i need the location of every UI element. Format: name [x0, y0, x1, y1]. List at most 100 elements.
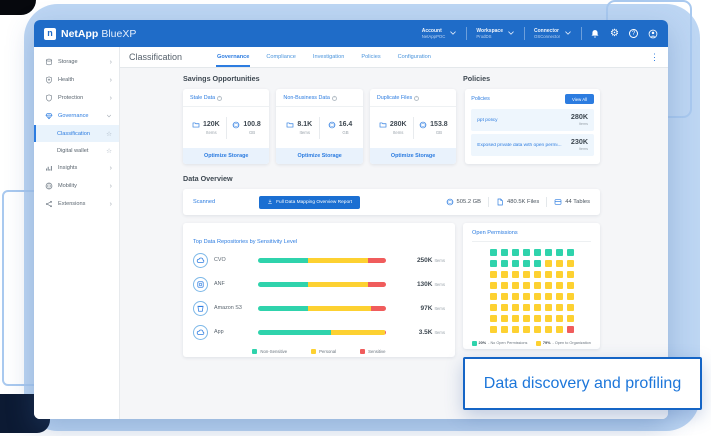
tab-compliance[interactable]: Compliance	[266, 54, 296, 60]
policies-heading: Policies	[463, 74, 491, 83]
tab-investigation[interactable]: Investigation	[312, 54, 345, 60]
optimize-storage-button[interactable]: Optimize Storage	[276, 148, 363, 164]
repo-total: 130K	[416, 280, 433, 288]
policy-row: ppt policy 280K Items	[471, 109, 595, 131]
legend-label: Non-Sensitive	[260, 349, 288, 354]
stat-divider	[488, 197, 490, 207]
chevron-right-icon: ›	[109, 164, 112, 172]
chevron-down-icon	[508, 31, 514, 36]
legend-label: Personal	[319, 349, 337, 354]
permissions-legend: 20% No Open Permissions 79% Open to Orga…	[472, 341, 591, 346]
caption-box: Data discovery and profiling	[463, 357, 702, 410]
chevron-right-icon: ›	[109, 182, 112, 190]
gear-icon[interactable]: ⚙	[610, 27, 619, 39]
card-title: Duplicate Files	[376, 95, 413, 101]
items-unit: Items	[299, 129, 311, 135]
globe-icon	[45, 182, 53, 190]
stat-divider	[225, 116, 227, 139]
cloud-icon	[193, 324, 208, 340]
items-count: 8.1K	[297, 121, 313, 128]
open-permissions-card: Open Permissions 20% No Open Permissions	[463, 223, 600, 349]
card-title: Non-Business Data	[283, 95, 330, 101]
tab-policies[interactable]: Policies	[361, 54, 381, 60]
legend-label: No Open Permissions	[488, 341, 527, 345]
size-unit: GB	[248, 129, 256, 135]
sphere-icon	[233, 121, 240, 128]
cloud-icon	[193, 252, 208, 268]
sidebar-item-digital-wallet[interactable]: Digital wallet ☆	[34, 142, 119, 159]
share-nodes-icon	[45, 200, 53, 208]
star-icon[interactable]: ☆	[106, 130, 112, 138]
folder-icon	[287, 122, 294, 127]
repositories-chart-title: Top Data Repositories by Sensitivity Lev…	[193, 239, 298, 245]
sensitivity-legend: Non-Sensitive Personal Sensitive	[193, 349, 445, 354]
policy-link[interactable]: Exposed private data with open permi...	[477, 142, 562, 148]
info-icon[interactable]: i	[414, 95, 420, 101]
header-divider	[466, 27, 468, 40]
repo-unit: Items	[434, 257, 445, 263]
repo-row-anf: ANF 130K Items	[193, 272, 445, 296]
sidebar-item-protection[interactable]: Protection ›	[34, 89, 119, 107]
connector-menu[interactable]: Connector OSConnector	[525, 28, 581, 40]
permissions-waffle-chart	[489, 249, 574, 333]
sidebar-item-label: Mobility	[58, 183, 77, 189]
tab-governance[interactable]: Governance	[216, 47, 251, 67]
size-unit: GB	[435, 129, 443, 135]
caption-text: Data discovery and profiling	[483, 374, 682, 392]
bucket-icon	[193, 300, 208, 316]
repo-unit: Items	[434, 281, 445, 287]
report-button[interactable]: Full Data Mapping Overview Report	[259, 195, 361, 209]
sidebar-item-label: Extensions	[58, 201, 86, 207]
sphere-icon	[419, 121, 427, 128]
optimize-storage-button[interactable]: Optimize Storage	[369, 148, 457, 164]
folder-icon	[192, 122, 200, 127]
sidebar-item-classification[interactable]: Classification ☆	[34, 125, 119, 142]
view-all-button[interactable]: View All	[565, 94, 595, 104]
kebab-menu-icon[interactable]: ⋮	[650, 51, 659, 62]
bell-icon[interactable]	[590, 29, 600, 39]
workspace-menu[interactable]: Workspace ProdDS	[467, 28, 524, 40]
sidebar-item-governance[interactable]: Governance	[34, 107, 119, 125]
top-repositories-card: Top Data Repositories by Sensitivity Lev…	[183, 223, 455, 357]
permissions-chart-title: Open Permissions	[472, 230, 591, 242]
repo-unit: Items	[434, 329, 445, 335]
chevron-right-icon: ›	[109, 94, 112, 102]
optimize-storage-button[interactable]: Optimize Storage	[183, 148, 270, 164]
sidebar-item-storage[interactable]: Storage ›	[34, 53, 119, 71]
chevron-down-icon	[450, 31, 457, 36]
sidebar-item-health[interactable]: Health ›	[34, 71, 119, 89]
sidebar-item-label: Health	[58, 77, 75, 83]
help-icon[interactable]: ?	[629, 29, 638, 38]
stale-data-card: Stale Data i 120K Items	[183, 89, 270, 164]
sensitivity-bar	[258, 281, 386, 287]
stat-divider	[319, 116, 321, 139]
items-count: 120K	[202, 121, 220, 128]
page-title: Classification	[129, 52, 183, 62]
user-icon[interactable]	[648, 29, 658, 39]
policy-unit: Items	[578, 147, 589, 152]
stat-divider	[412, 116, 414, 139]
connector-label: Connector	[533, 27, 559, 34]
account-menu[interactable]: Account NetAppPOC	[413, 28, 467, 40]
tab-configuration[interactable]: Configuration	[397, 54, 431, 60]
info-icon[interactable]: i	[217, 95, 223, 101]
sidebar-item-label: Storage	[58, 59, 78, 65]
scanned-link[interactable]: Scanned	[193, 199, 216, 205]
file-icon	[497, 198, 503, 206]
stat-divider	[546, 197, 548, 207]
sidebar-item-mobility[interactable]: Mobility ›	[34, 177, 119, 195]
scanned-size-stat: 505.2 GB	[446, 198, 481, 206]
gem-icon	[45, 113, 53, 120]
download-icon	[268, 199, 273, 204]
info-icon[interactable]: i	[331, 95, 337, 101]
sidebar-item-extensions[interactable]: Extensions ›	[34, 195, 119, 213]
sidebar-item-insights[interactable]: Insights ›	[34, 159, 119, 177]
repo-unit: Items	[434, 305, 445, 311]
workspace-label: Workspace	[476, 27, 503, 34]
policy-link[interactable]: ppt policy	[477, 117, 498, 123]
sidebar: Storage › Health › Protection › Governan…	[34, 47, 120, 419]
chevron-right-icon: ›	[109, 76, 112, 84]
star-icon[interactable]: ☆	[106, 147, 112, 155]
account-label: Account	[421, 27, 442, 34]
